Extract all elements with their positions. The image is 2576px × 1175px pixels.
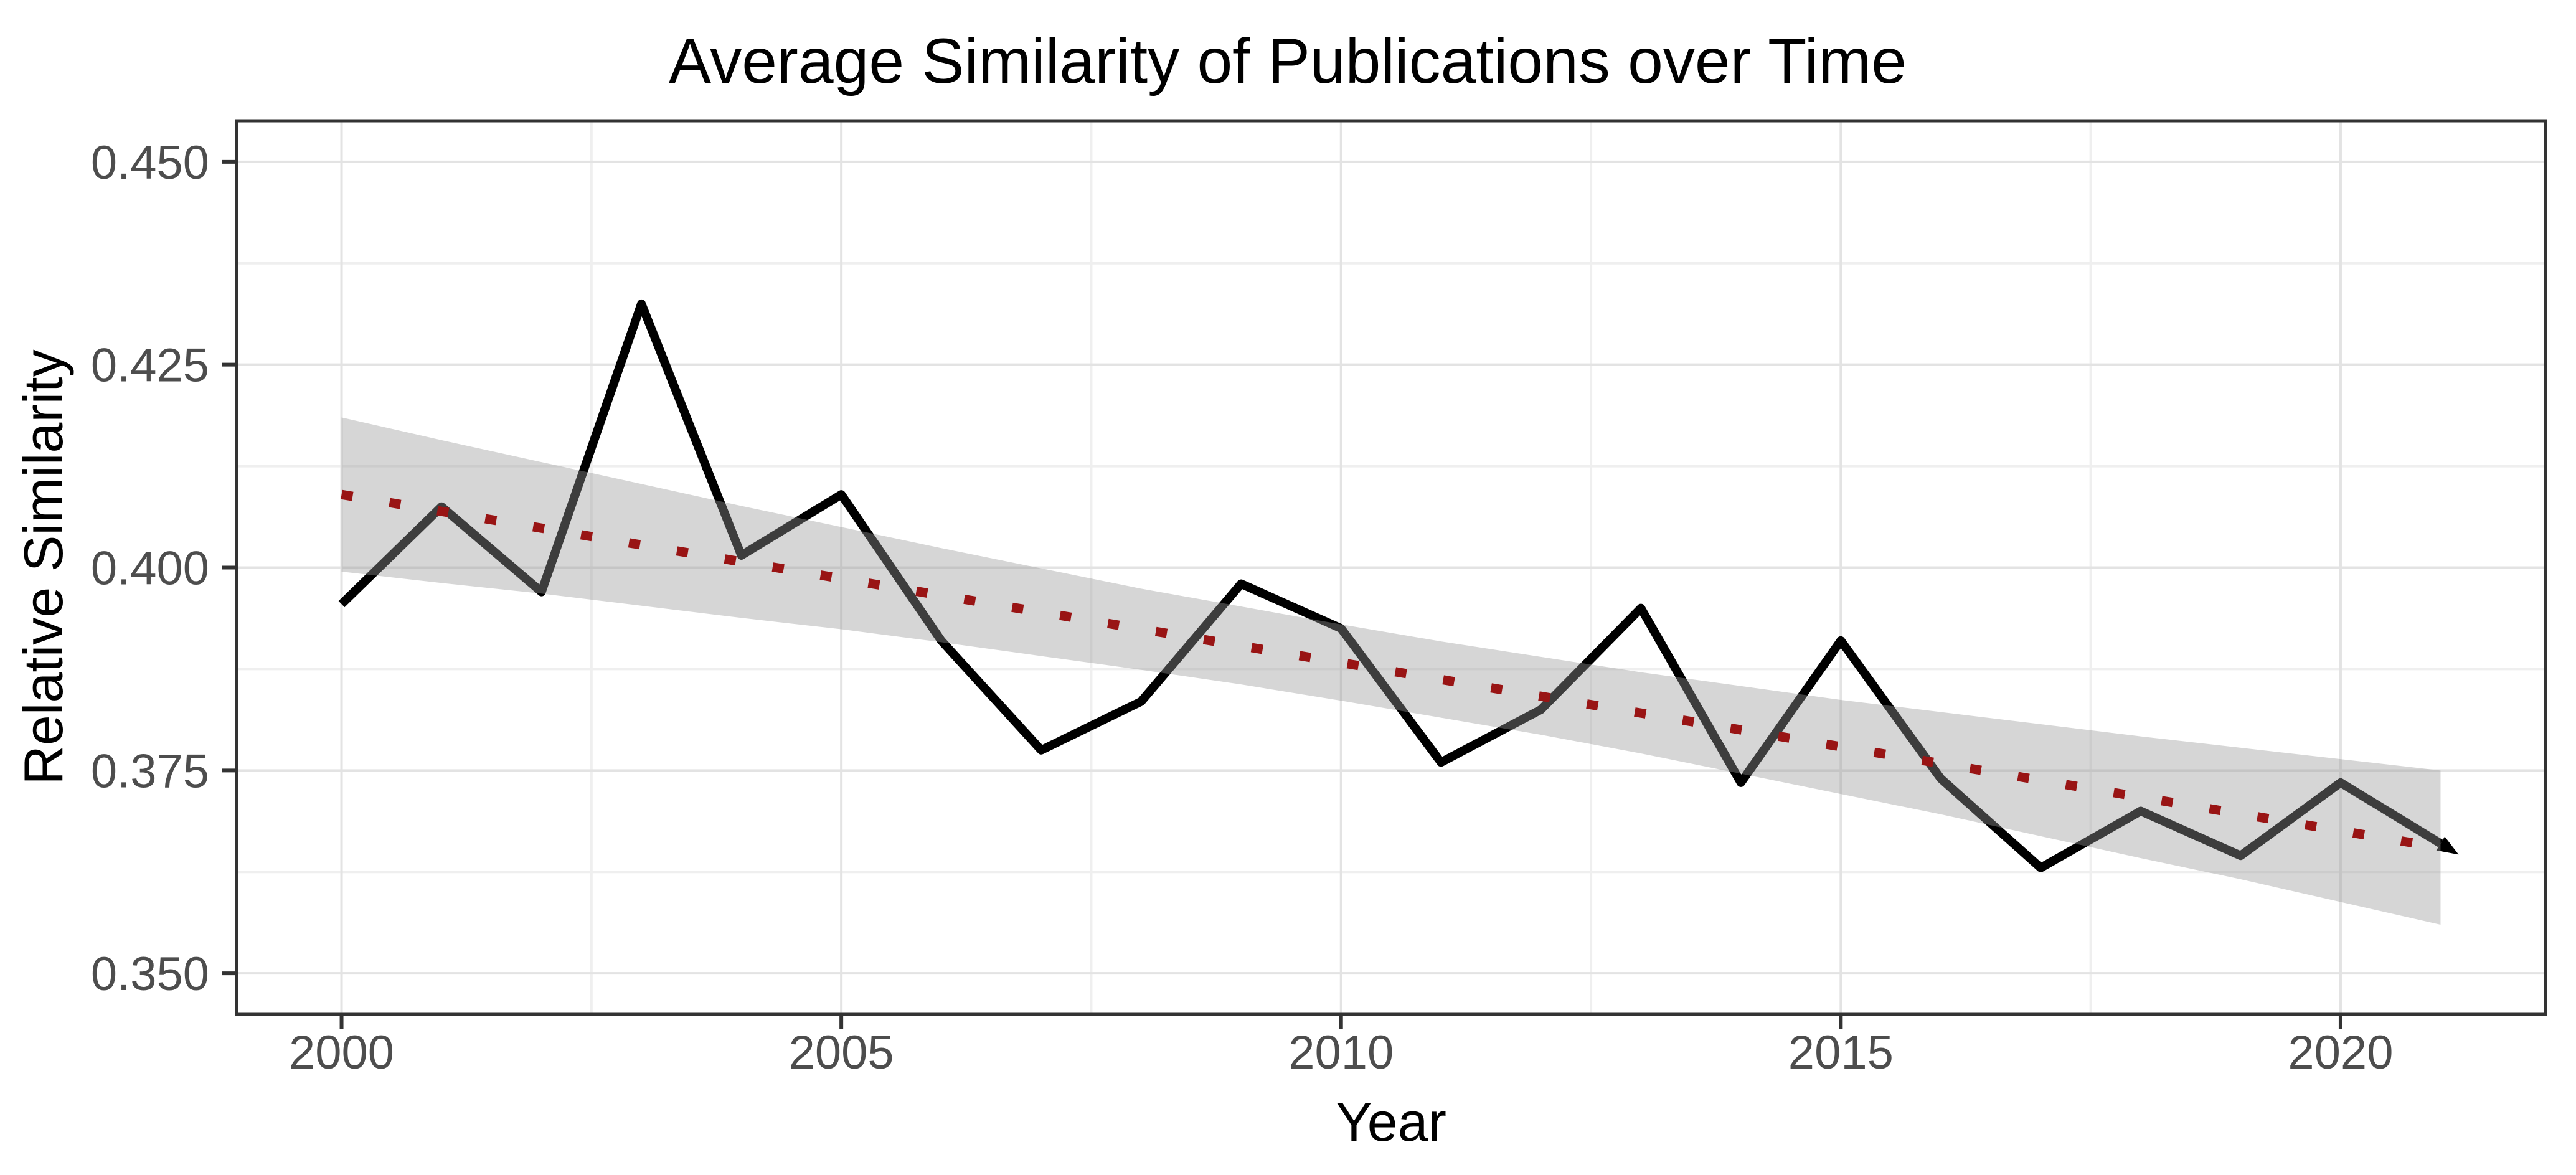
y-tick-label: 0.400 bbox=[91, 542, 209, 595]
gridlines bbox=[237, 121, 2545, 1014]
x-tick-label: 2015 bbox=[1788, 1026, 1894, 1079]
y-tick-label: 0.450 bbox=[91, 136, 209, 189]
confidence-band bbox=[341, 417, 2441, 925]
x-tick-label: 2010 bbox=[1288, 1026, 1394, 1079]
y-axis-title: Relative Similarity bbox=[12, 349, 74, 785]
x-tick-label: 2000 bbox=[289, 1026, 394, 1079]
x-axis-title: Year bbox=[1336, 1091, 1446, 1153]
chart-title: Average Similarity of Publications over … bbox=[669, 26, 1907, 97]
series-line-arrowhead bbox=[2436, 836, 2459, 855]
y-tick-label: 0.425 bbox=[91, 339, 209, 392]
x-tick-label: 2005 bbox=[789, 1026, 894, 1079]
data-layer bbox=[338, 299, 2459, 925]
panel-border bbox=[235, 119, 2547, 1016]
y-tick-label: 0.350 bbox=[91, 948, 209, 1001]
series-line bbox=[338, 299, 2443, 872]
x-tick-label: 2020 bbox=[2288, 1026, 2393, 1079]
y-tick-label: 0.375 bbox=[91, 745, 209, 798]
axes: 2000 2005 2010 2015 2020 0.350 0.375 0.400 0.425… bbox=[91, 136, 2394, 1079]
